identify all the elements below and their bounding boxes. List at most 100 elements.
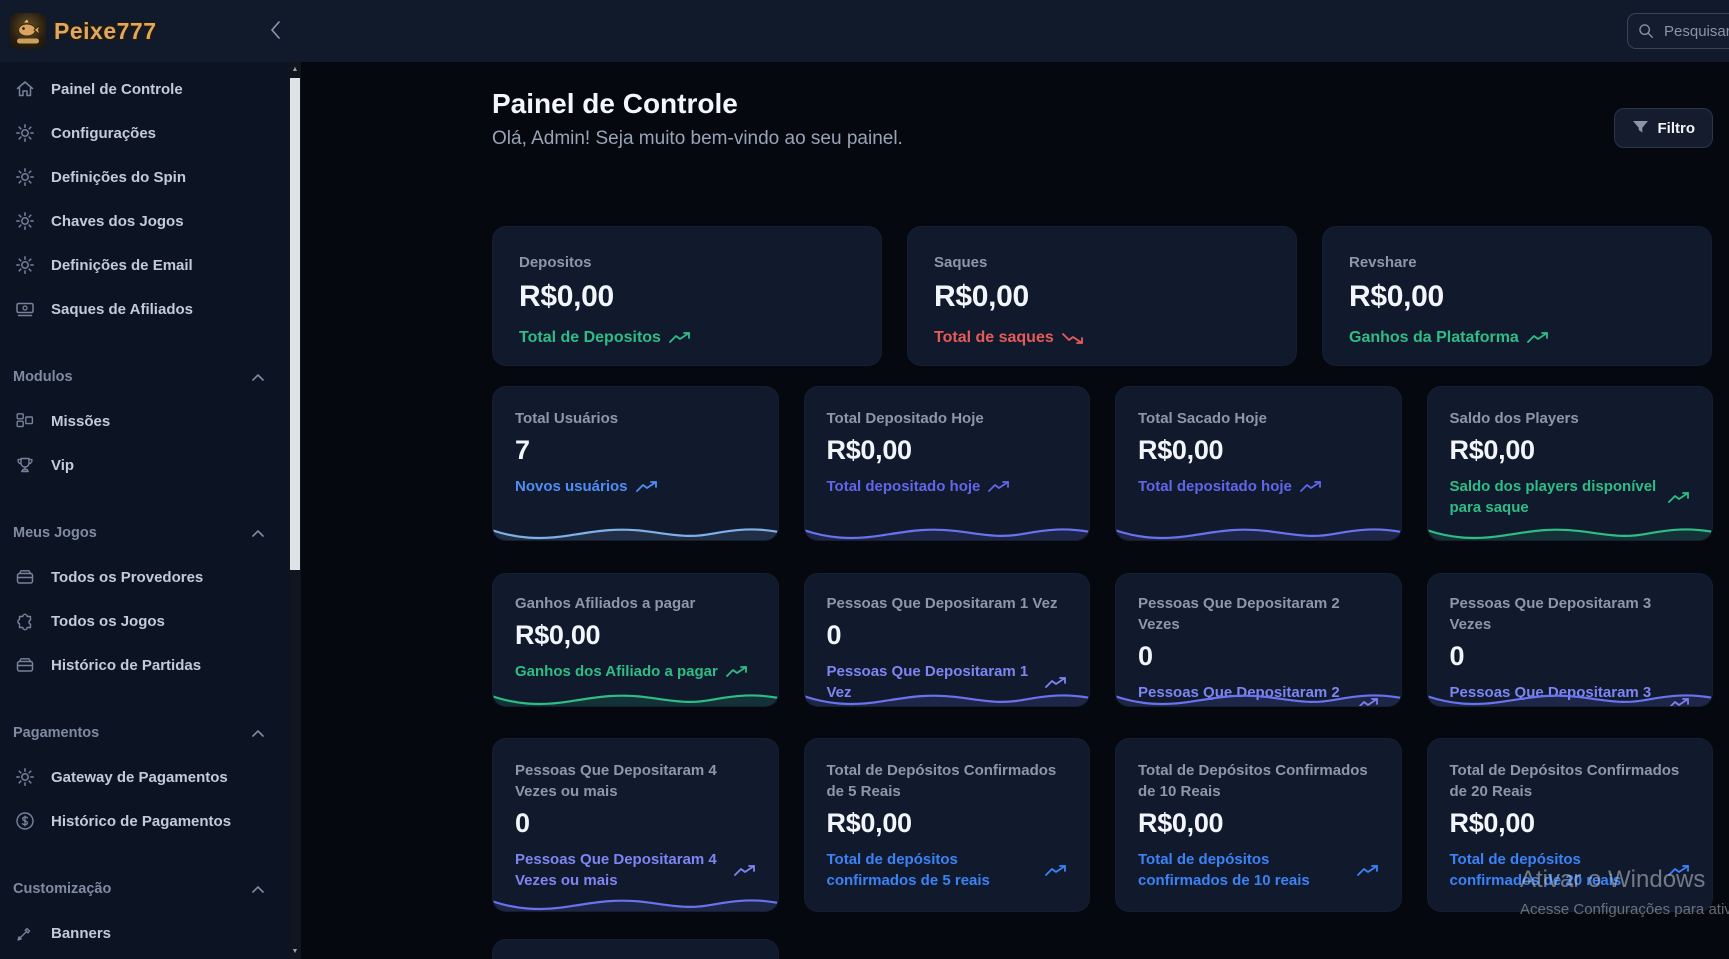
sidebar-item-painel-de-controle[interactable]: Painel de Controle xyxy=(0,67,301,111)
card-label: Total de Depósitos Confirmados de 10 Rea… xyxy=(1138,762,1368,800)
stats-row-5-partial xyxy=(492,939,1713,959)
sidebar-section-pagamentos[interactable]: Pagamentos xyxy=(0,711,301,755)
brand-name: Peixe777 xyxy=(54,17,157,44)
card-label: Pessoas Que Depositaram 3 Vezes xyxy=(1449,595,1652,633)
sidebar-item-vip[interactable]: Vip xyxy=(0,443,301,487)
banknote-icon xyxy=(16,302,34,317)
sidebar-item-label: Histórico de Pagamentos xyxy=(51,812,232,830)
sidebar-item-missoes[interactable]: Missões xyxy=(0,399,301,443)
sidebar-item-todos-os-jogos[interactable]: Todos os Jogos xyxy=(0,599,301,643)
scroll-up-button[interactable]: ▲ xyxy=(291,66,299,73)
filter-button[interactable]: Filtro xyxy=(1613,108,1713,148)
sidebar-nav: Painel de Controle Configurações Definiç… xyxy=(0,67,301,955)
card-value: R$0,00 xyxy=(1138,808,1224,838)
card-revshare: Revshare R$0,00 Ganhos da Plataforma xyxy=(1322,226,1712,366)
section-label: Meus Jogos xyxy=(13,525,97,541)
card-saldo-dos-players: Saldo dos Players R$0,00 Saldo dos playe… xyxy=(1426,386,1713,541)
card-total-depositado-hoje: Total Depositado Hoje R$0,00 Total depos… xyxy=(803,386,1090,541)
card-sublabel-link[interactable]: Novos usuários xyxy=(515,476,756,497)
card-label: Depositos xyxy=(519,254,592,271)
sidebar-section-customizacao[interactable]: Customização xyxy=(0,867,301,911)
gear-icon xyxy=(16,256,34,274)
sidebar-item-chaves-dos-jogos[interactable]: Chaves dos Jogos xyxy=(0,199,301,243)
card-depositos: Depositos R$0,00 Total de Depositos xyxy=(492,226,882,366)
puzzle-icon xyxy=(17,613,32,631)
search-input[interactable] xyxy=(1662,21,1729,41)
sidebar-item-historico-de-partidas[interactable]: Histórico de Partidas xyxy=(0,643,301,687)
trend-up-icon xyxy=(1526,332,1548,343)
card-sublabel-link[interactable]: Total de depósitos confirmados de 10 rea… xyxy=(1138,849,1379,891)
card-value: R$0,00 xyxy=(1349,280,1444,313)
card-sublabel-link[interactable]: Total de depósitos confirmados de 20 rea… xyxy=(1450,849,1691,891)
gear-icon xyxy=(16,168,34,186)
card-sublabel-link[interactable]: Ganhos da Plataforma xyxy=(1349,327,1685,348)
gear-icon xyxy=(16,212,34,230)
card-sublabel-link[interactable]: Total de depósitos confirmados de 5 reai… xyxy=(827,849,1068,891)
card-sublabel-link[interactable]: Total depositado hoje xyxy=(1138,476,1379,497)
trend-up-icon xyxy=(1668,491,1689,503)
sidebar-collapse-button[interactable] xyxy=(263,16,289,44)
sidebar-item-saques-de-afiliados[interactable]: Saques de Afiliados xyxy=(0,287,301,331)
search-icon xyxy=(1639,24,1653,38)
card-label: Revshare xyxy=(1349,254,1417,271)
sidebar-item-banners[interactable]: Banners xyxy=(0,911,301,955)
sidebar-scrollbar[interactable]: ▲ ▼ xyxy=(289,62,301,959)
sidebar-item-label: Gateway de Pagamentos xyxy=(51,768,228,786)
card-ganhos-afiliados: Ganhos Afiliados a pagar R$0,00 Ganhos d… xyxy=(492,573,779,707)
stats-row-3: Ganhos Afiliados a pagar R$0,00 Ganhos d… xyxy=(492,573,1713,707)
sidebar-item-label: Configurações xyxy=(51,124,157,142)
trend-down-icon xyxy=(1061,333,1083,344)
card-label: Total de Depósitos Confirmados de 5 Reai… xyxy=(826,762,1057,800)
brand-logo[interactable] xyxy=(10,13,46,49)
card-sublabel-link[interactable]: Total de Depositos xyxy=(519,327,855,348)
scroll-down-button[interactable]: ▼ xyxy=(291,948,299,955)
card-value: R$0,00 xyxy=(1449,808,1536,838)
page-subtitle: Olá, Admin! Seja muito bem-vindo ao seu … xyxy=(492,128,903,149)
sidebar-section-meus-jogos[interactable]: Meus Jogos xyxy=(0,511,301,555)
sparkline xyxy=(804,514,1090,540)
scrollbar-thumb[interactable] xyxy=(290,78,300,570)
sidebar-item-label: Histórico de Partidas xyxy=(51,656,202,674)
card-sublabel-link[interactable]: Total de saques xyxy=(934,327,1270,348)
card-partial xyxy=(492,939,779,959)
card-label: Total Usuários xyxy=(515,410,619,427)
card-sublabel-link[interactable]: Pessoas Que Depositaram 1 Vez xyxy=(827,661,1068,703)
trend-up-icon xyxy=(1356,864,1378,876)
card-sublabel-link[interactable]: Ganhos dos Afiliado a pagar xyxy=(515,661,756,682)
stats-row-2: Total Usuários 7 Novos usuários Total De… xyxy=(492,386,1713,541)
sparkline xyxy=(804,680,1090,706)
card-label: Pessoas Que Depositaram 1 Vez xyxy=(826,595,1058,612)
card-sublabel-link[interactable]: Pessoas Que Depositaram 4 Vezes ou mais xyxy=(515,849,756,891)
sidebar-item-label: Painel de Controle xyxy=(51,80,183,98)
sidebar-item-todos-os-provedores[interactable]: Todos os Provedores xyxy=(0,555,301,599)
sidebar-item-definicoes-de-email[interactable]: Definições de Email xyxy=(0,243,301,287)
sidebar-item-configuracoes[interactable]: Configurações xyxy=(0,111,301,155)
trend-up-icon xyxy=(1299,481,1321,492)
card-sublabel-link[interactable]: Total depositado hoje xyxy=(827,476,1068,497)
sidebar-item-gateway-de-pagamentos[interactable]: Gateway de Pagamentos xyxy=(0,755,301,799)
gear-icon xyxy=(16,768,34,786)
card-saques: Saques R$0,00 Total de saques xyxy=(907,226,1297,366)
sidebar-section-modulos[interactable]: Modulos xyxy=(0,355,301,399)
sidebar-item-label: Definições de Email xyxy=(51,256,193,274)
section-label: Customização xyxy=(13,881,112,897)
sidebar-item-label: Saques de Afiliados xyxy=(51,300,193,318)
sidebar-item-label: Banners xyxy=(51,924,112,942)
sidebar-item-historico-de-pagamentos[interactable]: Histórico de Pagamentos xyxy=(0,799,301,843)
card-value: 0 xyxy=(1449,641,1465,671)
card-depositaram-3-vezes: Pessoas Que Depositaram 3 Vezes 0 Pessoa… xyxy=(1426,573,1713,707)
sparkline xyxy=(1115,680,1401,706)
sidebar-item-definicoes-do-spin[interactable]: Definições do Spin xyxy=(0,155,301,199)
funnel-icon xyxy=(1632,121,1648,133)
sidebar-item-label: Definições do Spin xyxy=(51,168,187,186)
home-icon xyxy=(16,81,34,97)
search-box xyxy=(1627,13,1729,49)
sidebar: Painel de Controle Configurações Definiç… xyxy=(0,62,301,959)
card-label: Saldo dos Players xyxy=(1449,410,1579,427)
card-depositos-10-reais: Total de Depósitos Confirmados de 10 Rea… xyxy=(1115,738,1402,912)
card-sublabel-link[interactable]: Saldo dos players disponível para saque xyxy=(1450,476,1691,518)
card-label: Pessoas Que Depositaram 2 Vezes xyxy=(1138,595,1340,633)
card-value: R$0,00 xyxy=(826,808,913,838)
sidebar-item-label: Todos os Jogos xyxy=(51,612,165,630)
